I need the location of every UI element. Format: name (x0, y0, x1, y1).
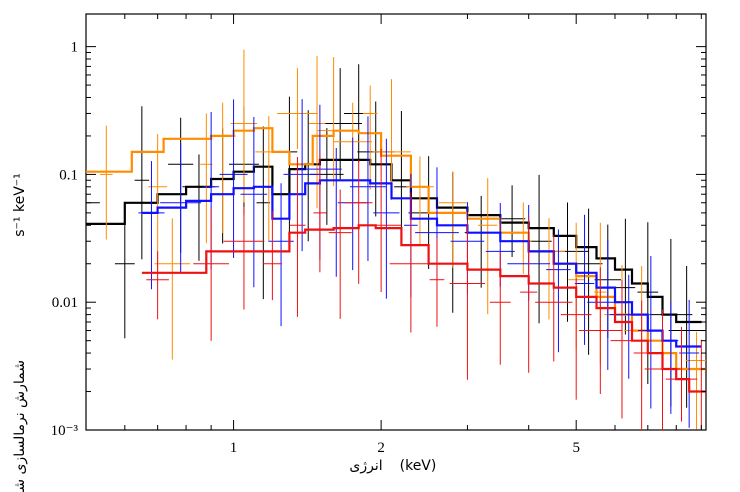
data-point (134, 106, 150, 260)
data-point (289, 157, 306, 317)
series-layer (86, 49, 706, 430)
data-point (449, 221, 486, 380)
data-point (262, 211, 282, 301)
data-point (394, 111, 409, 244)
data-point (240, 117, 268, 288)
data-point (219, 99, 248, 259)
series-group (86, 49, 706, 430)
data-point (230, 49, 258, 203)
y-tick-label: 1 (71, 40, 79, 56)
data-point (574, 214, 595, 345)
data-point (668, 265, 705, 408)
x-axis-label: انرژی (349, 458, 382, 474)
data-point (182, 154, 216, 261)
data-point (86, 141, 100, 249)
data-point (277, 68, 318, 149)
series-group (141, 148, 706, 430)
data-point (256, 126, 271, 300)
data-point (546, 229, 571, 353)
data-point (223, 206, 265, 310)
data-point (372, 79, 411, 201)
y-axis-unit: s⁻¹ keV⁻¹ (12, 173, 28, 237)
data-point (337, 137, 368, 271)
data-point (255, 115, 283, 241)
series-group (86, 64, 705, 408)
data-point (193, 207, 229, 341)
data-point (114, 208, 135, 339)
axis-layer: 1 2 5 10⁻³ 0.01 0.1 1 (51, 14, 706, 456)
data-point (498, 185, 526, 257)
data-point (478, 178, 498, 315)
data-point (546, 202, 589, 322)
x-tick-label: 2 (377, 440, 385, 456)
data-point (200, 113, 213, 244)
y-tick-label: 0.01 (52, 295, 78, 311)
data-point (610, 279, 634, 419)
data-point (209, 102, 236, 234)
y-tick-label: 0.1 (59, 167, 78, 183)
data-point (99, 125, 113, 240)
model-step-line (141, 224, 706, 393)
data-point (535, 234, 573, 362)
data-point (310, 128, 344, 225)
data-point (574, 208, 603, 355)
data-point (560, 278, 592, 400)
data-point (526, 174, 552, 324)
data-point (362, 85, 378, 190)
data-point (679, 299, 700, 428)
data-point (317, 56, 351, 187)
data-point (438, 171, 467, 268)
data-point (578, 267, 622, 394)
data-point (344, 159, 373, 284)
data-point (349, 116, 386, 262)
data-point (373, 138, 400, 299)
data-point (532, 218, 565, 320)
data-point (429, 237, 445, 327)
data-point (328, 189, 352, 319)
data-point (464, 195, 498, 288)
data-point (637, 222, 659, 384)
data-point (154, 218, 191, 360)
plot-frame (85, 13, 707, 431)
y-axis-label: شمارش نرمالسازی شده (12, 360, 28, 492)
model-step-line (141, 179, 702, 348)
x-axis-unit: (keV) (400, 458, 437, 474)
x-tick-label: 1 (230, 440, 238, 456)
data-point (146, 251, 169, 320)
data-point (308, 56, 326, 209)
data-point (313, 152, 327, 273)
data-point (360, 148, 402, 293)
y-tick-label: 10⁻³ (51, 423, 79, 439)
data-point (389, 192, 433, 333)
x-tick-label: 5 (572, 440, 580, 456)
data-point (520, 216, 538, 373)
